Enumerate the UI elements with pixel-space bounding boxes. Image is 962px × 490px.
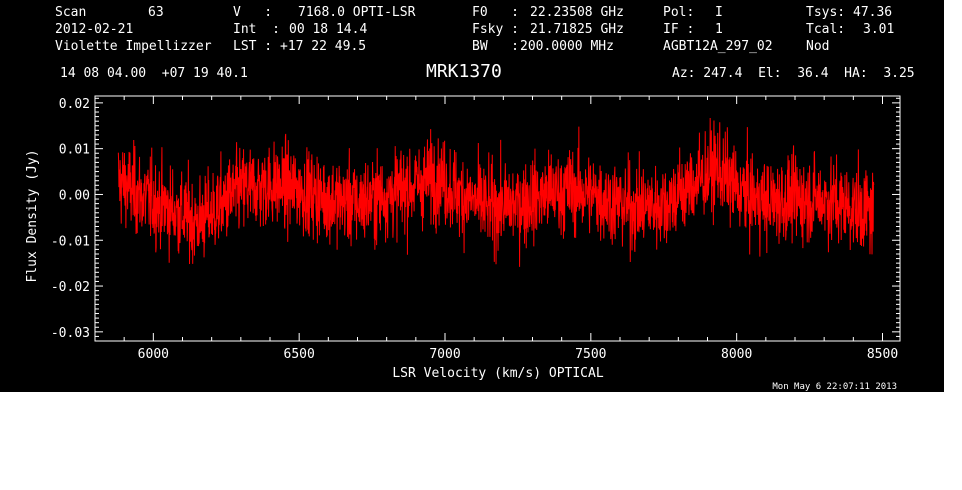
x-tick-label: 6500 [284, 347, 315, 362]
spectrum-line [117, 117, 875, 267]
plot-frame [94, 95, 901, 342]
scan-value: 63 [148, 5, 164, 20]
project-id: AGBT12A_297_02 [663, 39, 773, 54]
x-tick-label: 8500 [867, 347, 898, 362]
obs-date: 2012-02-21 [55, 22, 134, 37]
int-value: 00 18 14.4 [289, 22, 368, 37]
velocity-value: 7168.0 OPTI-LSR [298, 5, 416, 20]
source-name: MRK1370 [426, 61, 502, 82]
observer-name: Violette Impellizzer [55, 39, 212, 54]
pol-label: Pol: [663, 5, 695, 20]
tsys-label: Tsys: [806, 5, 846, 20]
scan-label: Scan [55, 5, 87, 20]
x-tick-label: 8000 [721, 347, 752, 362]
plot-timestamp: Mon May 6 22:07:11 2013 [772, 382, 897, 392]
y-tick-label: 0.01 [59, 143, 90, 158]
bw-value: 200.0000 MHz [520, 39, 614, 54]
bw-label: BW : [472, 39, 519, 54]
y-tick-label: 0.02 [59, 97, 90, 112]
fsky-label: Fsky : [472, 22, 519, 37]
if-value: 1 [715, 22, 723, 37]
source-coords: 14 08 04.00 +07 19 40.1 [60, 66, 248, 81]
velocity-label: V : [233, 5, 273, 20]
int-label: Int : [233, 22, 280, 37]
fsky-value: 21.71825 GHz [530, 22, 624, 37]
x-tick-label: 7000 [429, 347, 460, 362]
tsys-value: 47.36 [853, 5, 893, 20]
obs-mode: Nod [806, 39, 830, 54]
if-label: IF : [663, 22, 695, 37]
x-axis-label: LSR Velocity (km/s) OPTICAL [392, 366, 603, 381]
tcal-value: 3.01 [863, 22, 895, 37]
y-tick-label: -0.03 [51, 326, 90, 341]
spectrum-chart: 6000 6500 7000 7500 8000 8500 -0.03 -0.02 -0.01 0… [25, 95, 901, 392]
lst-value: +17 22 49.5 [280, 39, 367, 54]
y-axis-label: Flux Density (Jy) [25, 149, 40, 282]
pointing-info: Az: 247.4 El: 36.4 HA: 3.25 [672, 66, 915, 81]
y-tick-label: -0.01 [51, 234, 90, 249]
lst-label: LST : [233, 39, 273, 54]
y-tick-label: 0.00 [59, 188, 90, 203]
x-tick-label: 6000 [138, 347, 169, 362]
tcal-label: Tcal: [806, 22, 846, 37]
f0-value: 22.23508 GHz [530, 5, 624, 20]
x-tick-label: 7500 [575, 347, 606, 362]
y-tick-label: -0.02 [51, 280, 90, 295]
f0-label: F0 : [472, 5, 519, 20]
pol-value: I [715, 5, 723, 20]
